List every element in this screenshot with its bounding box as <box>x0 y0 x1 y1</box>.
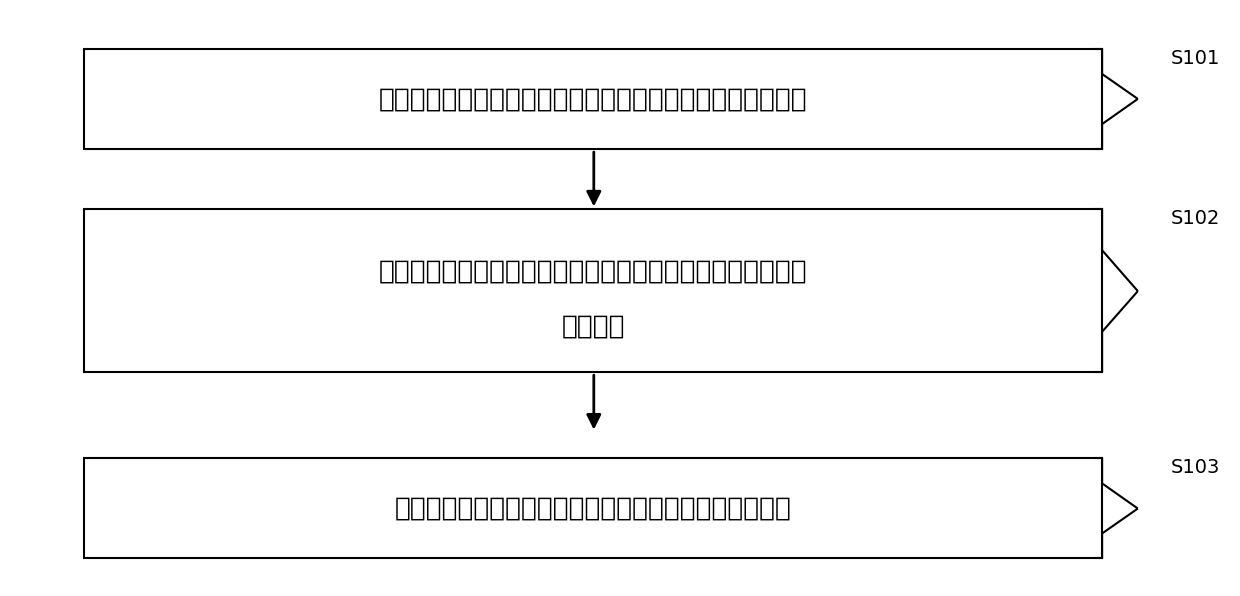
Text: 当初步判断动力电池单体故障时，对故障的动力电池单体进行: 当初步判断动力电池单体故障时，对故障的动力电池单体进行 <box>379 258 807 284</box>
Text: S101: S101 <box>1171 49 1220 68</box>
Text: 二次诊断: 二次诊断 <box>562 313 625 340</box>
Bar <box>84 49 1102 149</box>
Bar <box>84 458 1102 558</box>
Text: S103: S103 <box>1171 458 1220 477</box>
Text: 当二次诊断判断动力电池单体仍然故障时，发出报警信息: 当二次诊断判断动力电池单体仍然故障时，发出报警信息 <box>394 495 791 522</box>
Text: 通过监测动力电池的性能参数初步判断动力电池单体是否故障: 通过监测动力电池的性能参数初步判断动力电池单体是否故障 <box>379 86 807 112</box>
Bar <box>84 209 1102 372</box>
Text: S102: S102 <box>1171 209 1220 228</box>
